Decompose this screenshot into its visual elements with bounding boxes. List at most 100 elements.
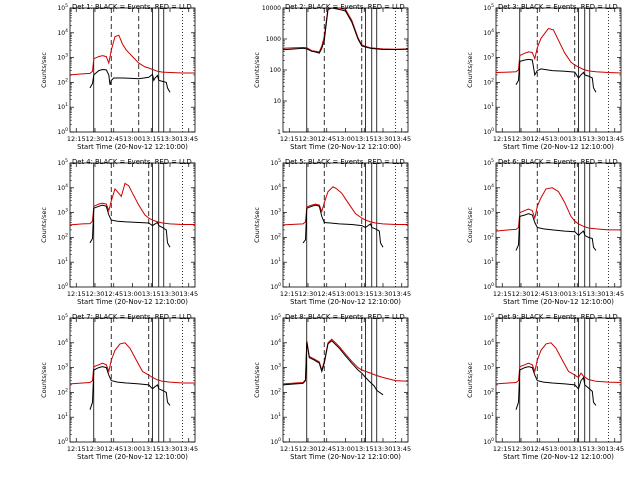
- x-tick-label: 13:30: [587, 445, 606, 453]
- y-tick-label: 10000: [262, 5, 281, 12]
- y-axis-label: Counts/sec: [253, 362, 261, 398]
- panel-title: Det 4: BLACK = Events, RED = LLD: [72, 158, 192, 166]
- series-line-events: [302, 204, 384, 248]
- y-tick-label: 100: [270, 282, 281, 291]
- x-tick-label: 13:30: [374, 445, 393, 453]
- x-axis-label: Start Time (20-Nov-12 12:10:00): [290, 453, 401, 461]
- series-line-events: [515, 366, 597, 410]
- y-axis-label: Counts/sec: [253, 207, 261, 243]
- x-tick-label: 13:00: [123, 135, 142, 143]
- series-line-events: [89, 204, 171, 248]
- x-tick-label: 13:00: [123, 445, 142, 453]
- y-tick-label: 103: [270, 363, 281, 372]
- y-tick-label: 101: [483, 257, 494, 266]
- plot-frame: [282, 7, 409, 133]
- x-tick-label: 13:45: [179, 135, 198, 143]
- y-tick-label: 101: [270, 412, 281, 421]
- y-tick-label: 101: [57, 412, 68, 421]
- y-tick-label: 102: [270, 387, 281, 396]
- panel-title: Det 6: BLACK = Events, RED = LLD: [498, 158, 618, 166]
- x-tick-label: 13:15: [142, 290, 161, 298]
- panel-title: Det 7: BLACK = Events, RED = LLD: [72, 313, 192, 321]
- x-tick-label: 13:15: [142, 135, 161, 143]
- y-tick-label: 103: [270, 208, 281, 217]
- x-tick-label: 12:15: [280, 290, 299, 298]
- x-tick-label: 12:30: [299, 290, 318, 298]
- x-tick-label: 13:30: [161, 445, 180, 453]
- y-tick-label: 105: [270, 313, 281, 322]
- series-line-lld: [70, 34, 195, 76]
- series-group: [283, 338, 408, 396]
- y-tick-label: 103: [483, 53, 494, 62]
- y-tick-label: 100: [270, 437, 281, 446]
- x-tick-label: 12:45: [104, 135, 123, 143]
- series-line-lld: [283, 338, 408, 385]
- x-tick-label: 13:45: [179, 290, 198, 298]
- y-tick-label: 100: [57, 437, 68, 446]
- y-tick-label: 100: [483, 437, 494, 446]
- y-tick-label: 101: [57, 257, 68, 266]
- series-group: [496, 27, 621, 93]
- y-tick-label: 1: [277, 129, 281, 136]
- x-tick-label: 13:45: [179, 445, 198, 453]
- x-tick-label: 12:45: [317, 135, 336, 143]
- y-tick-label: 104: [57, 183, 68, 192]
- series-line-events: [283, 8, 408, 54]
- x-tick-label: 13:45: [392, 135, 411, 143]
- x-tick-label: 13:30: [587, 290, 606, 298]
- x-tick-label: 13:15: [355, 290, 374, 298]
- panel-title: Det 1: BLACK = Events, RED = LLD: [72, 3, 192, 11]
- panel-title: Det 2: BLACK = Events, RED = LLD: [285, 3, 405, 11]
- y-axis-label: Counts/sec: [253, 52, 261, 88]
- series-line-lld: [283, 186, 408, 226]
- y-tick-label: 100: [483, 127, 494, 136]
- y-tick-label: 101: [270, 257, 281, 266]
- series-line-lld: [496, 342, 621, 385]
- y-tick-label: 103: [483, 363, 494, 372]
- plot-frame: [495, 7, 622, 133]
- x-tick-label: 12:45: [317, 445, 336, 453]
- y-tick-label: 102: [57, 232, 68, 241]
- x-tick-label: 12:45: [530, 290, 549, 298]
- marker-lines: [306, 163, 396, 287]
- plot-frame: [495, 317, 622, 443]
- series-line-lld: [70, 182, 195, 226]
- x-tick-label: 12:15: [67, 135, 86, 143]
- plot-frame: [69, 162, 196, 288]
- x-tick-label: 12:30: [512, 290, 531, 298]
- x-tick-label: 12:15: [280, 135, 299, 143]
- y-tick-label: 104: [57, 338, 68, 347]
- y-tick-label: 104: [483, 28, 494, 37]
- y-tick-label: 101: [483, 102, 494, 111]
- y-tick-label: 103: [57, 53, 68, 62]
- detector-panel-2: 1 10 100 1000 10000 12:15 12:30 12:45 13:00 13:15…: [253, 3, 411, 151]
- y-tick-label: 101: [57, 102, 68, 111]
- series-group: [283, 186, 408, 248]
- marker-lines: [93, 318, 183, 442]
- x-tick-label: 13:30: [587, 135, 606, 143]
- y-tick-label: 105: [57, 313, 68, 322]
- y-tick-label: 105: [483, 3, 494, 12]
- series-line-lld: [283, 8, 408, 53]
- series-group: [283, 8, 408, 54]
- panel-title: Det 3: BLACK = Events, RED = LLD: [498, 3, 618, 11]
- y-axis-label: Counts/sec: [40, 362, 48, 398]
- x-tick-label: 12:15: [493, 445, 512, 453]
- y-tick-label: 101: [483, 412, 494, 421]
- x-tick-label: 12:30: [512, 135, 531, 143]
- x-tick-label: 13:30: [161, 135, 180, 143]
- x-tick-label: 12:30: [299, 445, 318, 453]
- plot-frame: [69, 7, 196, 133]
- x-tick-label: 12:45: [317, 290, 336, 298]
- x-tick-label: 13:00: [336, 135, 355, 143]
- x-tick-label: 12:15: [493, 290, 512, 298]
- series-line-events: [89, 366, 171, 410]
- y-tick-label: 102: [483, 77, 494, 86]
- x-tick-label: 12:45: [530, 445, 549, 453]
- x-tick-label: 13:00: [336, 290, 355, 298]
